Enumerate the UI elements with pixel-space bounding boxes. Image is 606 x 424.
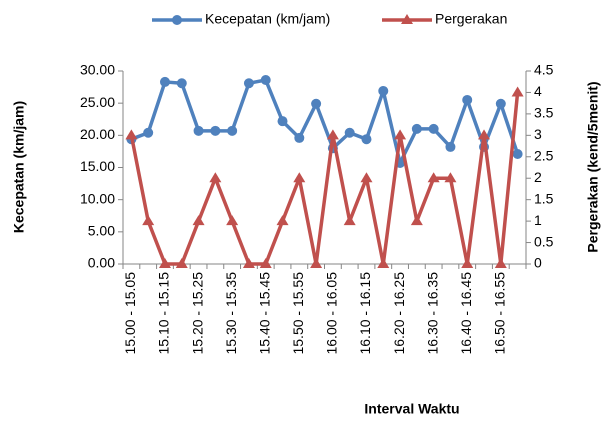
y2-tick-label: 1.5 [534, 190, 554, 206]
y-tick-label: 30.00 [80, 62, 115, 78]
point [159, 76, 170, 87]
y2-axis-title: Pergerakan (kend/5menit) [585, 81, 601, 252]
x-tick-label: 16.40 - 16.45 [458, 272, 474, 355]
x-tick-label: 15.10 - 15.15 [156, 272, 172, 355]
legend-label: Pergerakan [435, 11, 507, 27]
point [445, 141, 456, 152]
point [361, 134, 372, 145]
point [277, 116, 288, 127]
x-tick-label: 16.50 - 16.55 [492, 272, 508, 355]
x-tick-label: 15.40 - 15.45 [256, 272, 272, 355]
point [410, 215, 423, 226]
point [143, 127, 154, 138]
point [210, 125, 221, 136]
point [226, 215, 239, 226]
point [344, 127, 355, 138]
point [227, 125, 238, 136]
series-line [130, 78, 520, 165]
point [427, 172, 440, 183]
y-tick-label: 20.00 [80, 126, 115, 142]
point [428, 123, 439, 134]
y2-tick-label: 0.5 [534, 233, 554, 249]
y2-tick-label: 1 [534, 212, 542, 228]
y2-tick-label: 2 [534, 169, 542, 185]
point [311, 98, 322, 109]
point [394, 129, 407, 140]
point [260, 75, 271, 86]
point [142, 215, 155, 226]
x-tick-label: 16.10 - 16.15 [357, 272, 373, 355]
point [158, 258, 171, 268]
y-tick-label: 15.00 [80, 158, 115, 174]
point [478, 129, 491, 140]
point [193, 125, 204, 136]
y2-tick-label: 3 [534, 126, 542, 142]
point [512, 148, 523, 159]
point [462, 94, 473, 105]
point [276, 215, 289, 226]
y2-tick-label: 3.5 [534, 105, 554, 121]
point [343, 215, 356, 226]
point [192, 215, 205, 226]
point [377, 258, 390, 268]
y-tick-label: 0.00 [88, 255, 115, 271]
point [511, 86, 524, 97]
x-tick-label: 16.20 - 16.25 [391, 272, 407, 355]
point [310, 258, 323, 268]
y-tick-label: 10.00 [80, 190, 115, 206]
point [461, 258, 474, 268]
point [326, 129, 339, 140]
point [175, 258, 188, 268]
y-tick-label: 5.00 [88, 223, 115, 239]
legend-marker [401, 14, 413, 24]
legend-marker [172, 15, 182, 25]
x-tick-label: 15.00 - 15.05 [122, 272, 138, 355]
y-axis-title: Kecepatan (km/jam) [11, 101, 27, 233]
series-line [129, 92, 520, 266]
x-tick-label: 15.30 - 15.35 [223, 272, 239, 355]
x-axis-title: Interval Waktu [364, 401, 459, 417]
point [494, 258, 507, 268]
point [293, 172, 306, 183]
point [209, 172, 222, 183]
y2-tick-label: 4 [534, 83, 542, 99]
point [294, 132, 305, 143]
point [495, 98, 506, 109]
x-tick-label: 15.50 - 15.55 [290, 272, 306, 355]
point [176, 78, 187, 89]
point [259, 258, 272, 268]
point [125, 129, 138, 140]
y-tick-label: 25.00 [80, 94, 115, 110]
point [378, 85, 389, 96]
point [243, 78, 254, 89]
point [444, 172, 457, 183]
point [360, 172, 373, 183]
x-tick-label: 16.00 - 16.05 [324, 272, 340, 355]
y2-tick-label: 2.5 [534, 147, 554, 163]
legend-label: Kecepatan (km/jam) [205, 11, 330, 27]
x-tick-label: 15.20 - 15.25 [189, 272, 205, 355]
y2-tick-label: 0 [534, 255, 542, 271]
y2-tick-label: 4.5 [534, 62, 554, 78]
x-tick-label: 16.30 - 16.35 [424, 272, 440, 355]
point [242, 258, 255, 268]
point [411, 123, 422, 134]
